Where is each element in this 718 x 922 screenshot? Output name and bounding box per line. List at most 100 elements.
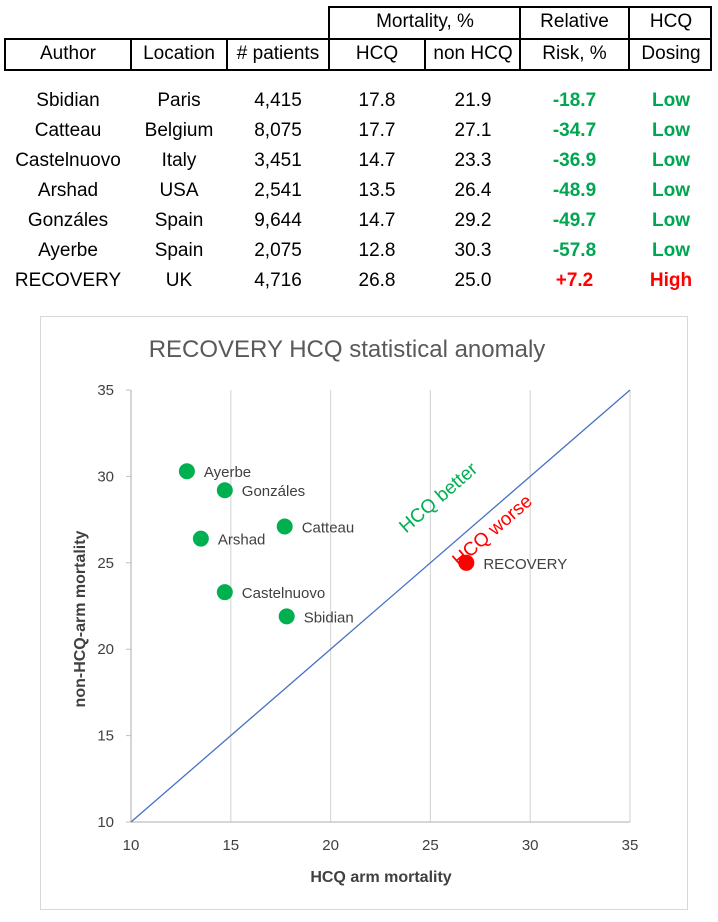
y-tick-label: 20: [97, 641, 114, 658]
cell-hcq: 26.8: [358, 270, 396, 291]
cell-relative-risk: -48.9: [552, 180, 597, 201]
cell-dosing: Low: [652, 240, 690, 261]
cell-author: Castelnuovo: [15, 150, 121, 171]
cell-dosing: Low: [652, 180, 690, 201]
cell-relative-risk: -18.7: [552, 90, 597, 111]
x-tick-label: 35: [622, 837, 639, 854]
cell-hcq: 13.5: [358, 180, 396, 201]
cell-patients: 3,451: [254, 150, 302, 171]
cell-non-hcq: 30.3: [454, 240, 492, 261]
data-points: Sbidian Catteau Castelnuovo Arshad Gonzáles A…: [178, 463, 567, 626]
cell-patients: 4,716: [254, 270, 302, 291]
cell-patients: 8,075: [254, 120, 302, 141]
data-point: [216, 584, 233, 601]
scatter-chart: RECOVERY HCQ statistical anomaly 10 15 20 2…: [72, 336, 638, 886]
cell-hcq: 14.7: [358, 210, 396, 231]
cell-dosing: Low: [652, 120, 690, 141]
vline-location: [226, 38, 228, 71]
header-relative: Relative: [540, 11, 609, 32]
cell-location: Belgium: [144, 120, 214, 141]
cell-relative-risk: -36.9: [552, 150, 597, 171]
y-tick-label: 25: [97, 555, 114, 572]
point-label: RECOVERY: [483, 556, 567, 573]
reference-line: [130, 389, 631, 823]
y-axis-label: non-HCQ-arm mortality: [72, 530, 89, 707]
cell-non-hcq: 25.0: [454, 270, 492, 291]
cell-location: USA: [159, 180, 199, 201]
vline-hcq: [424, 38, 426, 71]
x-tick-label: 25: [422, 837, 439, 854]
cell-non-hcq: 21.9: [454, 90, 492, 111]
vline-mortality: [519, 6, 521, 71]
x-tick-label: 20: [322, 837, 339, 854]
y-tick-label: 10: [97, 814, 114, 831]
cell-location: Paris: [157, 90, 201, 111]
cell-patients: 2,541: [254, 180, 302, 201]
cell-location: UK: [165, 270, 193, 291]
y-tick-label: 35: [97, 382, 114, 399]
y-tick-label: 30: [97, 468, 114, 485]
cell-hcq: 12.8: [358, 240, 396, 261]
header-mortality: Mortality, %: [376, 11, 474, 32]
data-point: [458, 554, 475, 571]
col-header-non-hcq: non HCQ: [433, 43, 513, 64]
cell-location: Spain: [154, 240, 204, 261]
vline-right: [710, 6, 712, 71]
region-label: HCQ better: [396, 458, 483, 537]
vline-patients: [328, 6, 330, 71]
col-header-author: Author: [40, 43, 96, 64]
point-label: Ayerbe: [204, 464, 251, 481]
vline-risk: [628, 6, 630, 71]
point-label: Sbidian: [304, 609, 354, 626]
table-header-bottom: [4, 69, 712, 71]
x-tick-label: 15: [222, 837, 239, 854]
cell-patients: 2,075: [254, 240, 302, 261]
data-point: [278, 608, 295, 625]
col-header-dosing: Dosing: [641, 43, 701, 64]
col-header-patients: # patients: [236, 43, 320, 64]
chart-frame: RECOVERY HCQ statistical anomaly 10 15 20 2…: [40, 316, 688, 910]
cell-dosing: High: [649, 270, 693, 291]
cell-non-hcq: 29.2: [454, 210, 492, 231]
cell-non-hcq: 27.1: [454, 120, 492, 141]
cell-author: Catteau: [34, 120, 102, 141]
cell-author: Ayerbe: [38, 240, 98, 261]
chart-title: RECOVERY HCQ statistical anomaly: [149, 336, 546, 363]
cell-patients: 4,415: [254, 90, 302, 111]
cell-dosing: Low: [652, 150, 690, 171]
cell-relative-risk: -49.7: [552, 210, 597, 231]
cell-hcq: 17.8: [358, 90, 396, 111]
cell-non-hcq: 23.3: [454, 150, 492, 171]
cell-dosing: Low: [652, 210, 690, 231]
table-header-divider: [4, 38, 712, 40]
cell-relative-risk: -57.8: [552, 240, 597, 261]
point-label: Gonzáles: [242, 483, 305, 500]
cell-hcq: 14.7: [358, 150, 396, 171]
cell-non-hcq: 26.4: [454, 180, 492, 201]
vline-left: [4, 38, 6, 71]
data-point: [192, 530, 209, 547]
cell-location: Italy: [161, 150, 197, 171]
point-label: Castelnuovo: [242, 585, 325, 602]
cell-relative-risk: +7.2: [555, 270, 594, 291]
cell-relative-risk: -34.7: [552, 120, 597, 141]
reference-line-layer: [130, 389, 631, 823]
cell-patients: 9,644: [254, 210, 302, 231]
results-table: Mortality, % Relative HCQ Author Locatio…: [0, 0, 718, 300]
cell-dosing: Low: [652, 90, 690, 111]
data-point: [178, 463, 195, 480]
cell-author: Arshad: [37, 180, 99, 201]
x-axis-label: HCQ arm mortality: [310, 869, 451, 886]
data-point: [216, 482, 233, 499]
header-hcq-top: HCQ: [649, 11, 693, 32]
col-header-location: Location: [143, 43, 215, 64]
data-point: [276, 518, 293, 535]
y-tick-label: 15: [97, 728, 114, 745]
cell-author: Sbidian: [36, 90, 100, 111]
x-tick-label: 10: [123, 837, 140, 854]
axes: 10 15 20 25 30 35 10 15 20 25 30 35: [97, 382, 638, 854]
point-label: Catteau: [302, 520, 355, 537]
cell-author: Gonzáles: [27, 210, 109, 231]
cell-location: Spain: [154, 210, 204, 231]
